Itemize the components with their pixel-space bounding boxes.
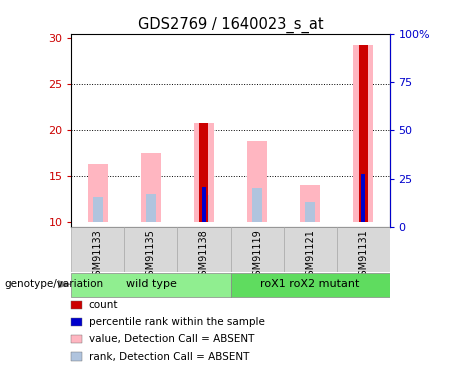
Bar <box>252 188 262 222</box>
Text: percentile rank within the sample: percentile rank within the sample <box>89 317 265 327</box>
Text: GSM91133: GSM91133 <box>93 229 103 282</box>
Text: GSM91135: GSM91135 <box>146 229 156 282</box>
Bar <box>71 227 124 272</box>
Text: count: count <box>89 300 118 310</box>
Bar <box>71 273 230 297</box>
Text: roX1 roX2 mutant: roX1 roX2 mutant <box>260 279 360 290</box>
Bar <box>361 174 366 222</box>
Bar <box>177 227 230 272</box>
Bar <box>141 153 161 222</box>
Bar <box>200 123 208 222</box>
Bar <box>284 227 337 272</box>
Bar <box>230 227 284 272</box>
Bar <box>194 123 214 222</box>
Text: GSM91121: GSM91121 <box>305 229 315 282</box>
Text: GSM91119: GSM91119 <box>252 229 262 282</box>
Text: GSM91131: GSM91131 <box>358 229 368 282</box>
Text: GDS2769 / 1640023_s_at: GDS2769 / 1640023_s_at <box>138 17 323 33</box>
Bar <box>305 202 315 222</box>
Text: rank, Detection Call = ABSENT: rank, Detection Call = ABSENT <box>89 351 249 361</box>
Bar <box>88 164 108 222</box>
Text: genotype/variation: genotype/variation <box>5 279 104 289</box>
Bar <box>199 195 209 222</box>
Bar <box>300 186 320 222</box>
Bar <box>146 194 156 222</box>
Text: GSM91138: GSM91138 <box>199 229 209 282</box>
Bar <box>353 45 373 222</box>
Polygon shape <box>58 280 71 288</box>
Text: wild type: wild type <box>125 279 177 290</box>
Bar <box>93 196 103 222</box>
Bar <box>247 141 267 222</box>
Bar <box>230 273 390 297</box>
Text: value, Detection Call = ABSENT: value, Detection Call = ABSENT <box>89 334 254 344</box>
Bar <box>359 45 367 222</box>
Bar <box>201 188 207 222</box>
Bar <box>337 227 390 272</box>
Bar <box>124 227 177 272</box>
